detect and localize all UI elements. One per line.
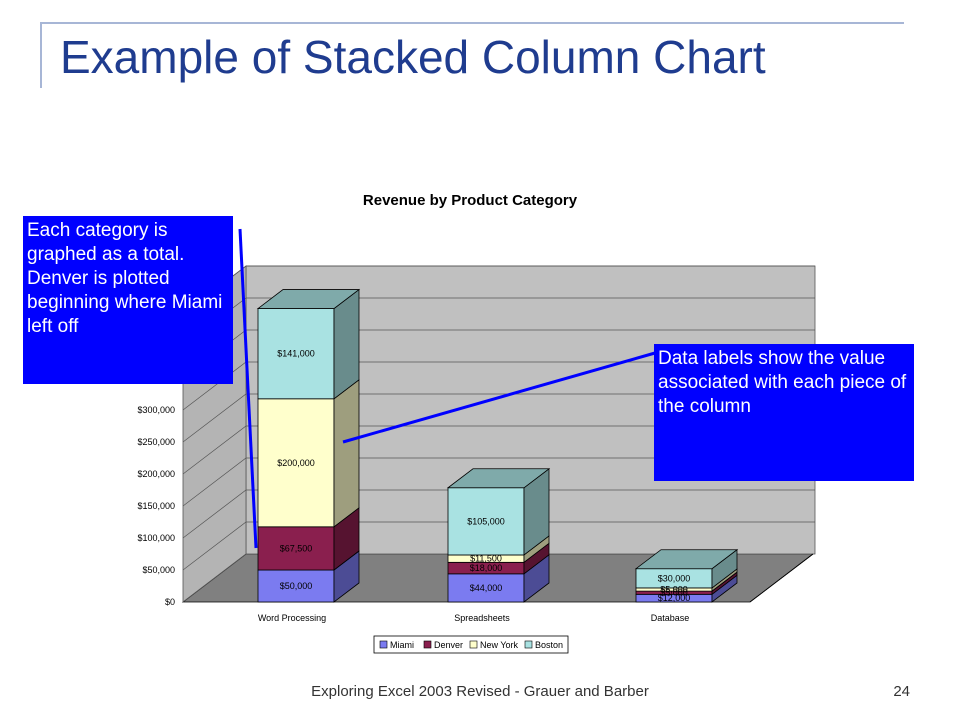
bar-boston — [257, 308, 335, 400]
slide-title: Example of Stacked Column Chart — [60, 31, 766, 83]
data-label: $18,000 — [470, 563, 503, 573]
data-label: $105,000 — [467, 516, 505, 526]
y-tick-label: $200,000 — [137, 469, 175, 479]
legend-label: Boston — [535, 640, 563, 650]
bar-top — [634, 549, 739, 570]
data-label: $200,000 — [277, 458, 315, 468]
x-category-label: Database — [651, 613, 690, 623]
chart-title: Revenue by Product Category — [363, 192, 578, 209]
legend-label: Miami — [390, 640, 414, 650]
y-tick-label: $150,000 — [137, 501, 175, 511]
y-tick-label: $50,000 — [142, 565, 175, 575]
gridline — [182, 489, 815, 539]
legend-label: New York — [480, 640, 519, 650]
data-label: $5,000 — [660, 585, 688, 595]
x-category-label: Word Processing — [258, 613, 326, 623]
bar-top — [256, 289, 361, 309]
bar-denver — [257, 526, 335, 571]
data-label: $44,000 — [470, 583, 503, 593]
slide-footer: Exploring Excel 2003 Revised - Grauer an… — [311, 683, 649, 700]
title-rule-left — [40, 22, 42, 88]
data-label: $12,000 — [658, 593, 691, 603]
bar-side — [333, 378, 360, 528]
legend-swatch — [379, 640, 388, 649]
gridline — [182, 457, 815, 507]
callout-data-labels: Data labels show the value associated wi… — [654, 344, 914, 481]
floor-edge — [749, 553, 814, 603]
bar-miami — [257, 569, 335, 603]
gridline — [182, 521, 815, 571]
legend-swatch — [423, 640, 432, 649]
title-rule-top — [40, 22, 904, 24]
bar-miami — [447, 573, 525, 603]
data-label: $141,000 — [277, 349, 315, 359]
legend-label: Denver — [434, 640, 463, 650]
data-label: $50,000 — [280, 581, 313, 591]
legend-swatch — [524, 640, 533, 649]
bar-top — [446, 468, 551, 489]
legend-swatch — [469, 640, 478, 649]
y-tick-label: $250,000 — [137, 437, 175, 447]
callout-total-explanation: Each category is graphed as a total. Den… — [23, 216, 233, 384]
x-category-label: Spreadsheets — [454, 613, 510, 623]
data-label: $30,000 — [658, 573, 691, 583]
data-label: $67,500 — [280, 543, 313, 553]
data-label: $5,000 — [660, 588, 688, 598]
slide-number: 24 — [893, 683, 910, 700]
data-label: $11,500 — [470, 554, 502, 564]
callout-left-pointer — [238, 228, 258, 549]
y-tick-label: $100,000 — [137, 533, 175, 543]
bar-new-york — [257, 398, 335, 528]
y-tick-label: $300,000 — [137, 405, 175, 415]
y-tick-label: $0 — [165, 597, 175, 607]
callout-right-pointer — [342, 351, 656, 444]
gridline — [182, 393, 815, 443]
gridline — [182, 425, 815, 475]
bar-boston — [447, 487, 525, 556]
